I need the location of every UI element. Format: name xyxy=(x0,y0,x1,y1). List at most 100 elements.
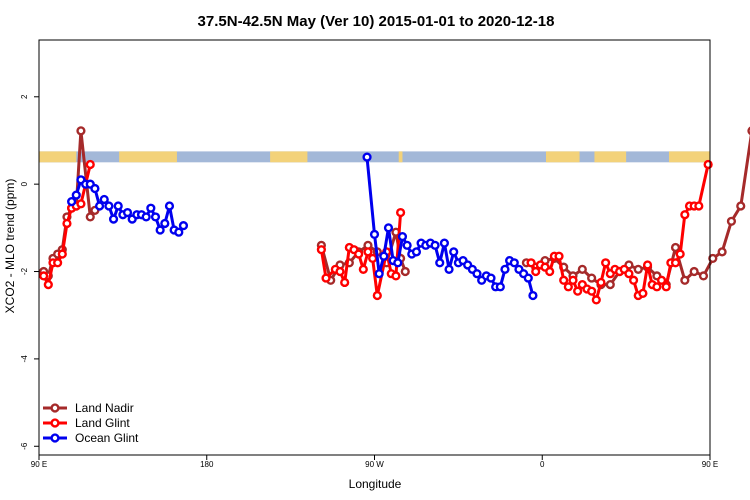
series-2-point-0-6 xyxy=(94,201,105,211)
series-0-point-2-19 xyxy=(698,271,709,281)
series-1-point-2-28 xyxy=(656,275,667,285)
series-1-point-0-0 xyxy=(39,271,49,281)
series-1-point-1-4 xyxy=(340,277,350,288)
series-1-point-2-1 xyxy=(531,266,541,277)
series-2-point-1-1 xyxy=(369,229,380,239)
series-1-point-2-24 xyxy=(638,288,648,298)
series-2-point-0-21 xyxy=(164,201,175,211)
series-1-point-2-29 xyxy=(661,282,671,292)
band-ocean xyxy=(39,151,710,163)
series-1-point-0-4 xyxy=(57,249,67,259)
series-1-point-2-8 xyxy=(563,282,573,292)
series-0-point-2-18 xyxy=(689,266,699,277)
series-2-point-1-35 xyxy=(528,290,538,301)
series-1-point-1-10 xyxy=(368,253,378,264)
series-2-point-0-9 xyxy=(108,214,119,224)
chart-title: 37.5N-42.5N May (Ver 10) 2015-01-01 to 2… xyxy=(198,13,555,30)
series-0-point-0-9 xyxy=(85,212,95,222)
series-1-point-2-25 xyxy=(642,260,653,270)
band-land-6 xyxy=(668,151,710,163)
series-0-point-2-12 xyxy=(633,264,643,274)
series-1-point-1-14 xyxy=(391,271,401,281)
series-1-point-2-4 xyxy=(545,266,555,277)
series-1-point-2-33 xyxy=(680,210,690,220)
series-2-point-0-24 xyxy=(178,221,189,231)
y-tick-label-2: -2 xyxy=(20,267,29,275)
series-2-point-1-17 xyxy=(444,264,454,274)
series-1-point-2-37 xyxy=(703,159,713,170)
series-2-point-1-16 xyxy=(439,238,449,248)
series-1-point-1-3 xyxy=(335,266,345,277)
series-0-point-2-16 xyxy=(670,242,681,253)
series-1-point-1-11 xyxy=(372,290,382,301)
series-2-point-1-2 xyxy=(374,269,384,279)
x-tick-label-3: 0 xyxy=(540,460,545,469)
series-2-point-1-18 xyxy=(449,247,459,257)
series-2-point-1-26 xyxy=(486,273,496,283)
legend-marker-0 xyxy=(50,403,60,413)
series-2-point-1-7 xyxy=(397,231,408,242)
series-1-point-0-3 xyxy=(53,258,63,268)
series-2-point-0-18 xyxy=(150,212,161,222)
surface-band xyxy=(39,151,710,163)
y-tick-label-4: -6 xyxy=(20,442,29,450)
series-1-point-2-27 xyxy=(652,282,662,292)
series-1-point-1-7 xyxy=(354,249,364,259)
band-land-1 xyxy=(119,151,177,163)
series-1-point-2-10 xyxy=(573,286,583,296)
series-2-point-0-16 xyxy=(141,212,151,222)
series-1-point-2-13 xyxy=(587,286,597,296)
series-0-point-2-20 xyxy=(708,253,718,264)
series-0-point-2-7 xyxy=(587,273,597,283)
series-0-point-2-17 xyxy=(680,275,690,285)
series-1-point-2-16 xyxy=(601,258,611,268)
series-0-point-0-8 xyxy=(76,126,86,136)
legend-label-2: Ocean Glint xyxy=(75,431,139,445)
legend-marker-2 xyxy=(50,433,60,443)
series-0-point-1-10 xyxy=(400,266,410,277)
series-2-point-0-19 xyxy=(155,225,165,235)
series-2-point-0-1 xyxy=(71,190,81,200)
x-tick-label-2: 90 W xyxy=(365,460,384,469)
plot-series xyxy=(39,126,750,305)
series-1-point-2-7 xyxy=(559,275,569,285)
series-1-point-2-21 xyxy=(624,269,634,279)
series-0-point-2-21 xyxy=(717,247,727,257)
band-land-3 xyxy=(398,151,403,163)
legend-label-1: Land Glint xyxy=(75,416,130,430)
y-tick-label-3: -4 xyxy=(20,355,29,363)
series-1-point-0-1 xyxy=(43,280,53,290)
plot-frame xyxy=(38,39,711,456)
series-1-point-0-8 xyxy=(76,199,86,209)
series-1-point-1-9 xyxy=(363,247,373,257)
series-1-point-1-1 xyxy=(321,273,331,283)
series-2-point-0-20 xyxy=(160,218,170,229)
series-1-point-0-9 xyxy=(85,159,95,170)
series-1-point-1-15 xyxy=(395,207,406,218)
legend-label-0: Land Nadir xyxy=(75,401,134,415)
band-land-4 xyxy=(545,151,580,163)
series-1-point-2-31 xyxy=(670,258,681,268)
series-2 xyxy=(67,152,538,301)
series-2-point-0-0 xyxy=(67,197,77,207)
series-2-point-0-10 xyxy=(113,201,123,211)
series-1-point-1-0 xyxy=(316,245,326,255)
legend-marker-1 xyxy=(50,418,60,428)
series-2-point-1-31 xyxy=(509,258,519,268)
series-2-point-1-34 xyxy=(523,273,533,283)
series-0-point-2-9 xyxy=(605,280,615,290)
series-2-point-1-6 xyxy=(393,258,403,268)
x-tick-label-4: 90 E xyxy=(702,460,718,469)
series-1-point-2-36 xyxy=(694,201,704,211)
band-land-2 xyxy=(270,151,308,163)
series-1-point-0-5 xyxy=(62,218,72,229)
series-0-point-2-6 xyxy=(577,264,587,274)
series-1-point-2-22 xyxy=(628,275,639,285)
series-1-point-2-9 xyxy=(568,275,578,285)
y-tick-label-0: 2 xyxy=(20,94,29,99)
series-1-point-2-0 xyxy=(526,258,536,268)
series-2-point-1-29 xyxy=(500,264,510,274)
band-land-5 xyxy=(594,151,627,163)
series-1-point-1-8 xyxy=(358,264,368,274)
